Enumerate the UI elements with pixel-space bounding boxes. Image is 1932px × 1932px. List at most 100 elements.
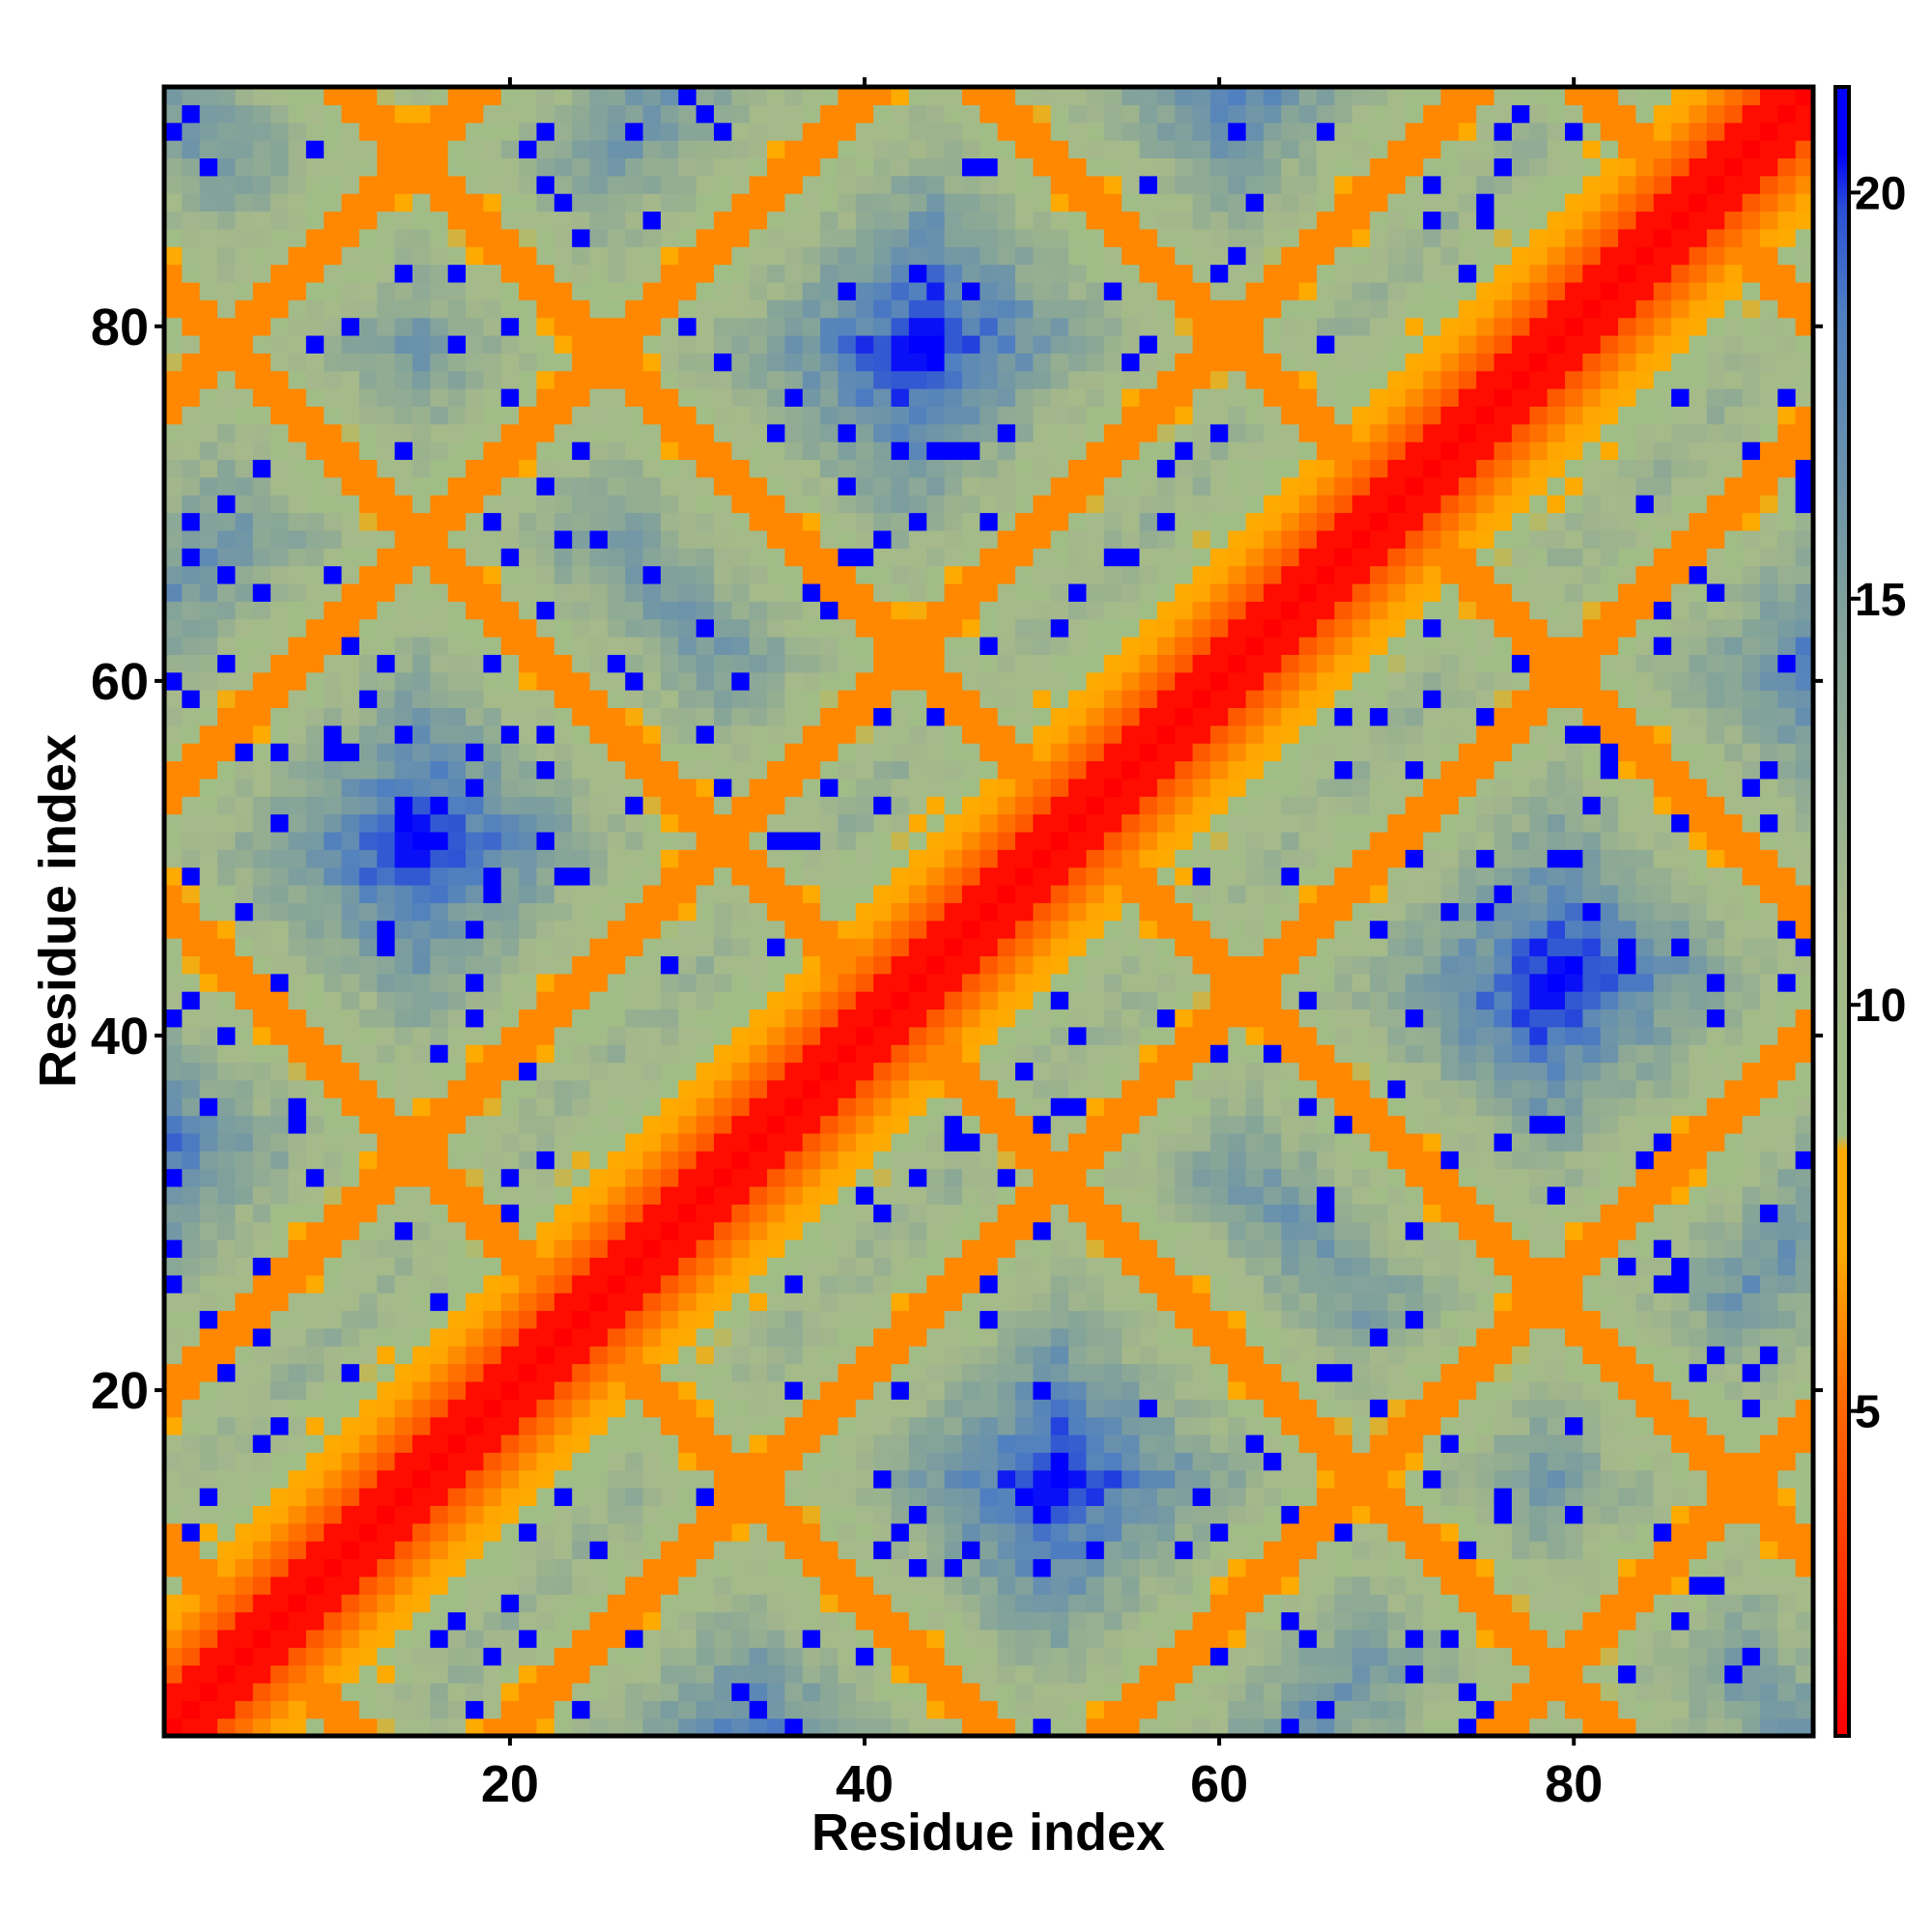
heatmap-cell <box>1671 813 1690 833</box>
heatmap-cell <box>961 1132 980 1151</box>
heatmap-cell <box>1334 1239 1353 1259</box>
heatmap-cell <box>838 1239 857 1259</box>
heatmap-cell <box>252 1522 271 1542</box>
heatmap-cell <box>199 1718 218 1737</box>
heatmap-cell <box>572 902 591 922</box>
heatmap-cell <box>749 1310 768 1329</box>
heatmap-cell <box>1317 1594 1336 1613</box>
heatmap-cell <box>500 1647 520 1666</box>
heatmap-cell <box>642 1044 662 1064</box>
heatmap-cell <box>607 1629 626 1648</box>
heatmap-cell <box>1281 1274 1300 1293</box>
heatmap-cell <box>182 849 201 868</box>
heatmap-cell <box>1777 1594 1797 1613</box>
heatmap-cell <box>430 796 449 815</box>
heatmap-cell <box>1209 1541 1229 1560</box>
heatmap-cell <box>341 1700 360 1719</box>
heatmap-cell <box>235 1079 254 1098</box>
heatmap-cell <box>1618 1452 1637 1471</box>
heatmap-cell <box>1493 1541 1513 1560</box>
heatmap-cell <box>1033 1647 1052 1666</box>
heatmap-cell <box>660 1168 679 1187</box>
heatmap-cell <box>1565 1274 1583 1293</box>
heatmap-cell <box>1777 1310 1797 1329</box>
heatmap-cell <box>235 955 254 975</box>
heatmap-cell <box>536 1257 555 1276</box>
heatmap-cell <box>1423 1363 1442 1382</box>
heatmap-cell <box>1209 1310 1229 1329</box>
heatmap-cell <box>714 1416 732 1435</box>
heatmap-cell <box>944 938 963 956</box>
heatmap-cell <box>536 1186 555 1205</box>
heatmap-cell <box>1245 1186 1264 1205</box>
heatmap-cell <box>500 1221 520 1240</box>
heatmap-cell <box>1635 1115 1655 1134</box>
heatmap-cell <box>908 849 927 868</box>
heatmap-cell <box>572 1239 591 1259</box>
heatmap-cell <box>1742 1026 1761 1045</box>
heatmap-cell <box>1653 1079 1672 1098</box>
heatmap-cell <box>1156 1115 1176 1134</box>
heatmap-cell <box>1476 1168 1495 1187</box>
heatmap-cell <box>536 796 555 815</box>
heatmap-cell <box>1103 1186 1122 1205</box>
heatmap-cell <box>1565 1416 1583 1435</box>
heatmap-cell <box>270 1522 290 1542</box>
heatmap-cell <box>1209 991 1229 1010</box>
heatmap-cell <box>926 1682 946 1701</box>
heatmap-cell <box>235 1363 254 1382</box>
heatmap-cell <box>731 778 751 797</box>
heatmap-cell <box>1209 1257 1229 1276</box>
heatmap-cell <box>1334 920 1353 939</box>
heatmap-cell <box>1281 1115 1300 1134</box>
heatmap-cell <box>235 884 254 903</box>
heatmap-cell <box>519 991 538 1010</box>
heatmap-cell <box>1015 1558 1034 1577</box>
heatmap-cell <box>944 1594 963 1613</box>
heatmap-cell <box>1139 1647 1158 1666</box>
heatmap-cell <box>182 1204 201 1223</box>
heatmap-cell <box>288 1115 307 1134</box>
heatmap-cell <box>572 1097 591 1117</box>
heatmap-cell <box>1033 867 1052 886</box>
heatmap-cell <box>341 1434 360 1453</box>
heatmap-cell <box>1370 1026 1389 1045</box>
heatmap-cell <box>767 1558 786 1577</box>
heatmap-cell <box>731 973 751 992</box>
heatmap-cell <box>820 1629 839 1648</box>
heatmap-cell <box>554 1327 573 1347</box>
heatmap-cell <box>926 1097 946 1117</box>
heatmap-cell <box>660 1682 679 1701</box>
heatmap-cell <box>1387 1682 1406 1701</box>
heatmap-cell <box>1777 1062 1797 1081</box>
heatmap-cell <box>1476 1186 1495 1205</box>
heatmap-cell <box>1103 1293 1122 1312</box>
heatmap-cell <box>1370 884 1389 903</box>
heatmap-cell <box>554 1221 573 1240</box>
heatmap-cell <box>519 1115 538 1134</box>
heatmap-cell <box>1192 778 1211 797</box>
heatmap-cell <box>1689 1469 1708 1489</box>
heatmap-cell <box>607 1647 626 1666</box>
heatmap-cell <box>1635 1009 1655 1028</box>
heatmap-cell <box>749 867 768 886</box>
heatmap-cell <box>1139 849 1158 868</box>
heatmap-cell <box>199 1079 218 1098</box>
heatmap-cell <box>1635 813 1655 833</box>
heatmap-cell <box>1476 1576 1495 1595</box>
heatmap-cell <box>891 1522 910 1542</box>
heatmap-cell <box>908 831 927 850</box>
heatmap-cell <box>288 920 307 939</box>
heatmap-cell <box>324 1594 343 1613</box>
heatmap-cell <box>324 849 343 868</box>
heatmap-cell <box>961 1186 980 1205</box>
heatmap-cell <box>1086 796 1105 815</box>
heatmap-cell <box>1458 1647 1477 1666</box>
heatmap-cell <box>1635 1044 1655 1064</box>
heatmap-cell <box>625 1558 644 1577</box>
heatmap-cell <box>891 1151 910 1170</box>
heatmap-cell <box>1547 1293 1566 1312</box>
heatmap-cell <box>358 796 378 815</box>
heatmap-cell <box>1068 778 1088 797</box>
heatmap-cell <box>1103 1097 1122 1117</box>
